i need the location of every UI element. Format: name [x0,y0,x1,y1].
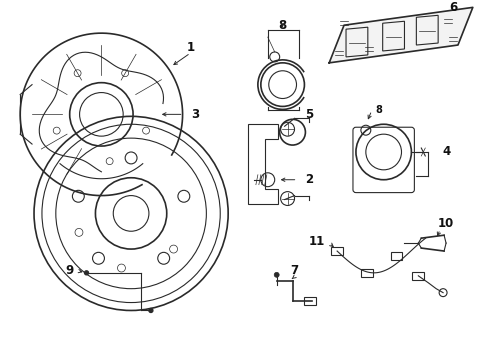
Text: 1: 1 [187,41,195,54]
Circle shape [85,271,89,275]
Bar [361,269,373,277]
Bar [331,247,343,255]
Bar [413,272,424,280]
Text: 10: 10 [438,217,454,230]
Polygon shape [329,8,473,63]
Circle shape [274,273,279,277]
Circle shape [149,309,153,312]
Text: 4: 4 [442,145,450,158]
Text: 7: 7 [291,264,298,277]
Text: 8: 8 [278,19,287,32]
Text: 8: 8 [375,105,382,116]
Text: 9: 9 [66,264,74,277]
Text: 2: 2 [305,173,314,186]
Bar [391,252,402,260]
Text: 5: 5 [305,108,314,121]
Text: 3: 3 [192,108,199,121]
Text: 11: 11 [309,235,325,248]
Bar [304,297,317,305]
Text: 6: 6 [449,1,457,14]
